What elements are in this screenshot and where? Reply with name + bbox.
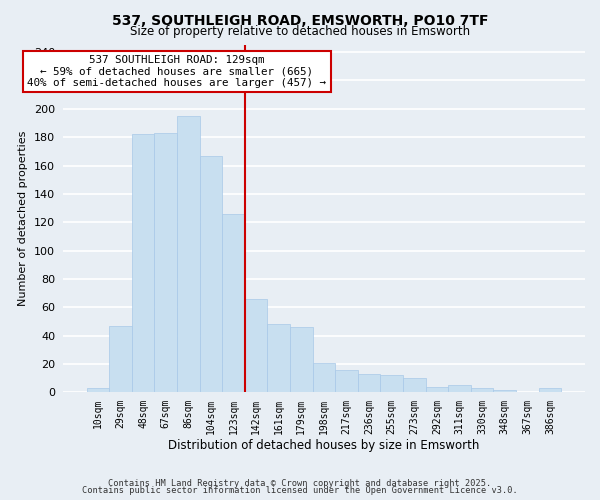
- Bar: [448, 386, 471, 392]
- Bar: [200, 156, 222, 392]
- Y-axis label: Number of detached properties: Number of detached properties: [19, 131, 28, 306]
- Text: 537, SOUTHLEIGH ROAD, EMSWORTH, PO10 7TF: 537, SOUTHLEIGH ROAD, EMSWORTH, PO10 7TF: [112, 14, 488, 28]
- Bar: [335, 370, 358, 392]
- Text: Size of property relative to detached houses in Emsworth: Size of property relative to detached ho…: [130, 25, 470, 38]
- Bar: [268, 324, 290, 392]
- Bar: [177, 116, 200, 392]
- Bar: [86, 388, 109, 392]
- Bar: [358, 374, 380, 392]
- Bar: [313, 362, 335, 392]
- Bar: [290, 327, 313, 392]
- Bar: [132, 134, 154, 392]
- Bar: [471, 388, 493, 392]
- X-axis label: Distribution of detached houses by size in Emsworth: Distribution of detached houses by size …: [168, 440, 479, 452]
- Bar: [493, 390, 516, 392]
- Bar: [425, 387, 448, 392]
- Bar: [403, 378, 425, 392]
- Bar: [539, 388, 561, 392]
- Bar: [109, 326, 132, 392]
- Text: 537 SOUTHLEIGH ROAD: 129sqm
← 59% of detached houses are smaller (665)
40% of se: 537 SOUTHLEIGH ROAD: 129sqm ← 59% of det…: [28, 55, 326, 88]
- Bar: [154, 133, 177, 392]
- Text: Contains HM Land Registry data © Crown copyright and database right 2025.: Contains HM Land Registry data © Crown c…: [109, 478, 491, 488]
- Text: Contains public sector information licensed under the Open Government Licence v3: Contains public sector information licen…: [82, 486, 518, 495]
- Bar: [245, 299, 268, 392]
- Bar: [380, 376, 403, 392]
- Bar: [222, 214, 245, 392]
